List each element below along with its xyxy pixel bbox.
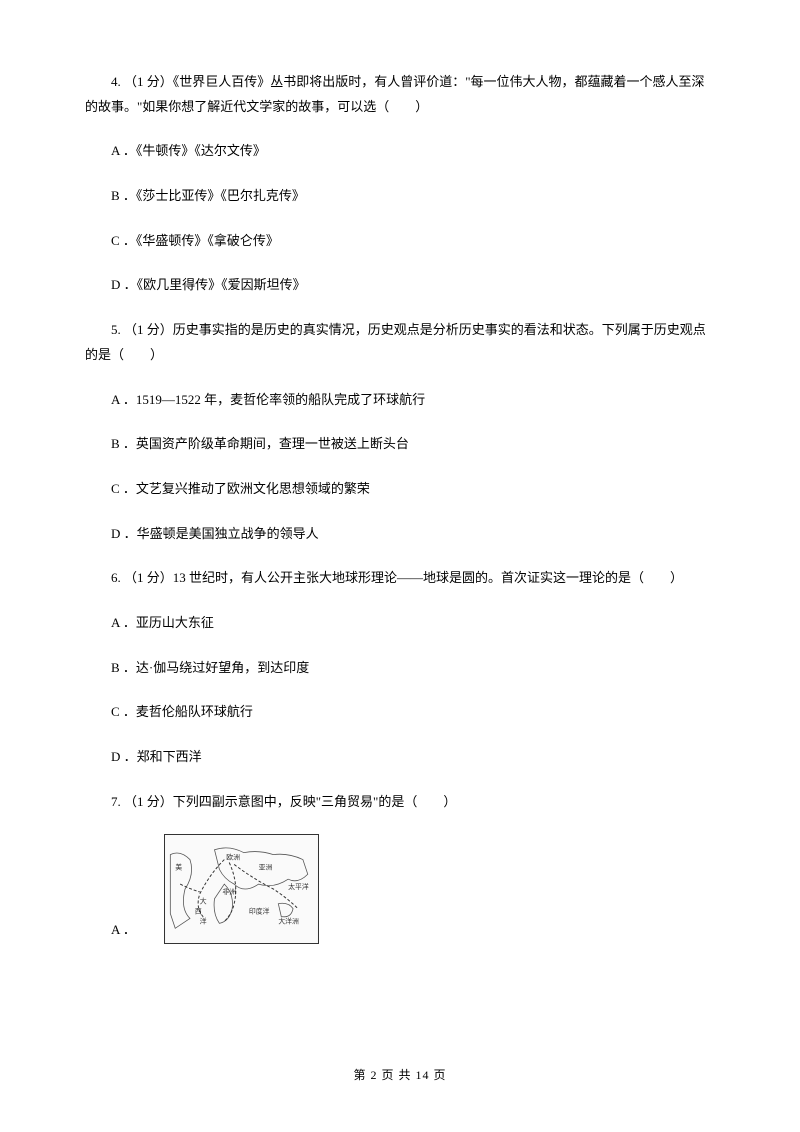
q4-option-c: C ．《华盛顿传》《拿破仑传》 [85,229,715,254]
q4-option-a: A ．《牛顿传》《达尔文传》 [85,139,715,164]
page-footer: 第 2 页 共 14 页 [0,1064,800,1087]
q6-option-c: C ．麦哲伦船队环球航行 [85,700,715,725]
q6-option-b: B ．达·伽马绕过好望角，到达印度 [85,656,715,681]
svg-text:洋: 洋 [200,917,207,926]
q7-map-image: 大 西 洋 欧洲 非洲 亚洲 太平洋 印度洋 大洋洲 美 [164,834,319,944]
q4-option-d: D ．《欧几里得传》《爱因斯坦传》 [85,273,715,298]
q7-stem: 7. （1 分）下列四副示意图中，反映"三角贸易"的是（ ） [85,790,715,815]
q7-option-a-letter: A ． [85,918,136,945]
svg-text:亚洲: 亚洲 [259,864,273,872]
svg-text:美: 美 [175,863,182,872]
q5-option-d: D ．华盛顿是美国独立战争的领导人 [85,522,715,547]
svg-text:大洋洲: 大洋洲 [278,917,299,926]
q5-option-a: A ．1519—1522 年，麦哲伦率领的船队完成了环球航行 [85,388,715,413]
q4-stem: 4. （1 分）《世界巨人百传》丛书即将出版时，有人曾评价道："每一位伟大人物，… [85,70,715,119]
q5-option-c: C ．文艺复兴推动了欧洲文化思想领域的繁荣 [85,477,715,502]
q4-option-b: B ．《莎士比亚传》《巴尔扎克传》 [85,184,715,209]
q7-option-a-container: A ． 大 西 洋 欧洲 非洲 亚洲 太平洋 印度洋 大洋洲 美 [85,834,715,944]
svg-text:印度洋: 印度洋 [249,907,270,916]
svg-text:西: 西 [195,908,202,916]
svg-text:太平洋: 太平洋 [288,882,309,891]
svg-text:欧洲: 欧洲 [226,853,240,862]
q5-stem: 5. （1 分）历史事实指的是历史的真实情况，历史观点是分析历史事实的看法和状态… [85,318,715,367]
svg-text:大: 大 [200,897,207,906]
q6-option-d: D ．郑和下西洋 [85,745,715,770]
svg-text:非洲: 非洲 [222,887,236,896]
q5-option-b: B ．英国资产阶级革命期间，查理一世被送上断头台 [85,432,715,457]
q6-stem: 6. （1 分）13 世纪时，有人公开主张大地球形理论——地球是圆的。首次证实这… [85,566,715,591]
q6-option-a: A ．亚历山大东征 [85,611,715,636]
